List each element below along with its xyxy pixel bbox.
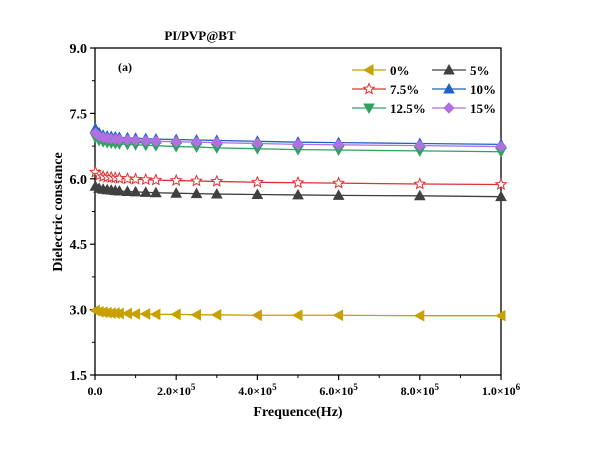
legend-marker: [443, 102, 455, 114]
data-point: [292, 188, 304, 200]
series-7_5_: [88, 165, 508, 190]
x-axis-label: Frequence(Hz): [253, 405, 342, 420]
data-point: [129, 172, 143, 185]
data-point: [129, 134, 142, 147]
data-point: [149, 173, 163, 186]
data-point: [121, 185, 134, 196]
data-point: [121, 134, 134, 146]
data-point: [211, 136, 223, 149]
panel-label: (a): [118, 60, 132, 74]
data-point: [251, 188, 264, 199]
data-point: [149, 308, 161, 321]
y-tick-label: 1.5: [70, 369, 88, 384]
data-point: [139, 186, 152, 197]
data-point: [494, 309, 506, 322]
data-point: [292, 138, 304, 151]
x-tick-label: 4.0×105: [238, 382, 277, 398]
data-point: [332, 176, 346, 189]
data-point: [413, 177, 427, 190]
data-point: [414, 139, 426, 152]
data-point: [332, 189, 345, 200]
data-point: [413, 189, 426, 201]
x-tick-label: 2.0×105: [157, 382, 196, 398]
legend-item: 7.5%: [352, 82, 419, 97]
series-0_: [89, 304, 506, 322]
data-point: [413, 309, 425, 322]
legend-marker: [362, 82, 376, 95]
legend-item: 0%: [352, 63, 410, 78]
data-point: [139, 172, 153, 186]
legend-label: 7.5%: [390, 82, 419, 97]
plot-frame: [94, 47, 502, 376]
data-point: [190, 136, 203, 148]
data-point: [291, 175, 305, 189]
data-point: [140, 135, 152, 147]
legend-marker: [363, 103, 375, 115]
data-point: [495, 190, 507, 202]
data-point: [170, 136, 182, 148]
legend-label: 10%: [470, 82, 496, 97]
data-point: [332, 139, 345, 151]
x-tick-label: 8.0×105: [401, 382, 440, 398]
legend-item: 12.5%: [352, 101, 426, 116]
legend-marker: [362, 64, 374, 76]
data-point: [495, 140, 507, 153]
legend: 0% 5% 7.5% 10% 12.5% 15%: [352, 63, 496, 116]
series-15_: [89, 127, 507, 153]
y-axis-label: Dielectric constance: [51, 152, 66, 271]
legend-item: 15%: [432, 101, 496, 116]
legend-marker: [443, 82, 455, 94]
data-point: [210, 308, 222, 321]
data-point: [113, 133, 126, 146]
y-tick-label: 3.0: [70, 304, 88, 319]
legend-item: 5%: [432, 63, 490, 78]
legend-label: 5%: [470, 63, 490, 78]
x-tick-label: 0.0: [88, 384, 103, 398]
data-point: [494, 177, 508, 190]
legend-label: 0%: [390, 63, 410, 78]
legend-item: 10%: [432, 82, 496, 97]
series-5_: [89, 180, 507, 202]
legend-label: 15%: [470, 101, 496, 116]
x-tick-label: 6.0×105: [319, 382, 358, 398]
series-layer: [88, 122, 508, 322]
data-point: [129, 185, 142, 197]
legend-label: 12.5%: [390, 101, 426, 116]
data-point: [113, 184, 126, 196]
data-point: [291, 309, 303, 322]
data-point: [170, 308, 181, 321]
data-point: [150, 186, 162, 198]
data-point: [169, 173, 183, 187]
data-point: [170, 187, 183, 198]
data-point: [210, 174, 224, 187]
axis-ticks: 1.5 3.0 4.5 6.0 7.5 9.0 0.0 2.0×105 4.0×105 6.0×1…: [70, 42, 521, 398]
data-point: [251, 137, 264, 150]
legend-marker: [443, 63, 455, 75]
data-point: [190, 187, 203, 199]
data-point: [250, 175, 264, 188]
chart-title: PI/PVP@BT: [164, 28, 236, 43]
data-point: [190, 174, 203, 187]
data-point: [210, 188, 223, 199]
data-point: [150, 135, 162, 148]
x-tick-label: 1.0×106: [482, 382, 521, 398]
y-tick-label: 7.5: [70, 107, 88, 122]
data-point: [139, 308, 151, 320]
data-point: [251, 309, 262, 322]
data-point: [332, 309, 344, 322]
y-tick-label: 9.0: [70, 42, 88, 57]
data-point: [129, 308, 141, 320]
data-point: [190, 308, 201, 321]
y-tick-label: 6.0: [70, 173, 88, 188]
y-tick-label: 4.5: [70, 238, 88, 253]
